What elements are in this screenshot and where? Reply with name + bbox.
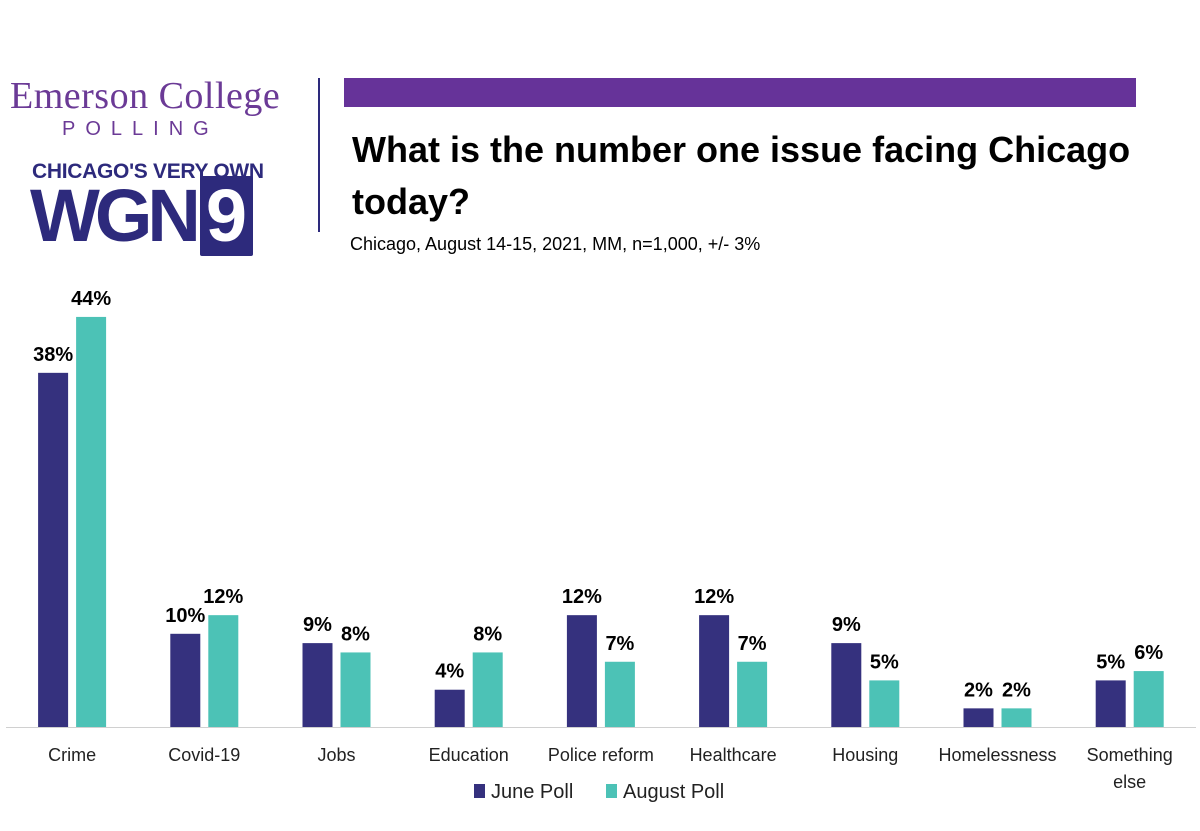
legend-swatch-august <box>606 784 617 798</box>
header-divider <box>318 78 320 232</box>
bar-august-6 <box>869 680 900 727</box>
chart-subtitle: Chicago, August 14-15, 2021, MM, n=1,000… <box>350 234 761 254</box>
legend-swatch-june <box>474 784 485 798</box>
data-label-august-8: 6% <box>1134 642 1163 664</box>
category-label-6: Housing <box>832 745 898 765</box>
bar-august-8 <box>1133 671 1164 727</box>
bar-june-5 <box>699 615 730 727</box>
data-label-june-6: 9% <box>832 614 861 636</box>
data-label-august-5: 7% <box>738 633 767 655</box>
bar-june-3 <box>434 689 465 727</box>
category-label-0: Crime <box>48 745 96 765</box>
data-label-june-0: 38% <box>33 344 73 366</box>
category-label-8-line2: else <box>1113 772 1146 792</box>
category-label-3: Education <box>429 745 509 765</box>
bar-june-1 <box>170 633 201 727</box>
category-label-8: Something <box>1087 745 1173 765</box>
data-label-august-0: 44% <box>71 288 111 310</box>
data-label-june-8: 5% <box>1096 651 1125 673</box>
data-label-august-2: 8% <box>341 623 370 645</box>
bar-june-7 <box>963 708 994 727</box>
category-label-7: Homelessness <box>938 745 1056 765</box>
legend-label-august: August Poll <box>623 781 724 803</box>
legend-label-june: June Poll <box>491 781 573 803</box>
data-label-june-2: 9% <box>303 614 332 636</box>
data-label-june-4: 12% <box>562 586 602 608</box>
bar-august-7 <box>1001 708 1032 727</box>
emerson-college-logo-text: Emerson College <box>10 75 281 117</box>
polling-logo-text: POLLING <box>62 118 219 140</box>
data-label-august-6: 5% <box>870 651 899 673</box>
bar-june-4 <box>566 615 597 727</box>
header-accent-bar <box>344 78 1136 107</box>
chart-title: What is the number one issue facing Chic… <box>352 129 1131 222</box>
data-label-august-1: 12% <box>203 586 243 608</box>
category-label-2: Jobs <box>317 745 355 765</box>
bar-august-2 <box>340 652 371 727</box>
data-label-june-7: 2% <box>964 679 993 701</box>
wgn-logo-letters: WGN <box>30 174 201 257</box>
data-label-june-3: 4% <box>435 661 464 683</box>
data-label-august-4: 7% <box>605 633 634 655</box>
data-label-august-7: 2% <box>1002 679 1031 701</box>
category-label-1: Covid-19 <box>168 745 240 765</box>
category-label-5: Healthcare <box>690 745 777 765</box>
bar-august-3 <box>472 652 503 727</box>
bar-august-5 <box>737 661 768 727</box>
wgn-logo-nine: 9 <box>199 176 254 256</box>
bar-august-1 <box>208 615 239 727</box>
category-label-4: Police reform <box>548 745 654 765</box>
data-label-june-1: 10% <box>165 605 205 627</box>
bar-june-8 <box>1095 680 1126 727</box>
data-label-june-5: 12% <box>694 586 734 608</box>
wgn9-logo: WGN 9 <box>30 174 254 257</box>
bar-august-0 <box>76 316 107 727</box>
bar-june-6 <box>831 643 862 727</box>
bar-august-4 <box>604 661 635 727</box>
bar-june-2 <box>302 643 333 727</box>
data-label-august-3: 8% <box>473 623 502 645</box>
bar-june-0 <box>38 372 69 727</box>
